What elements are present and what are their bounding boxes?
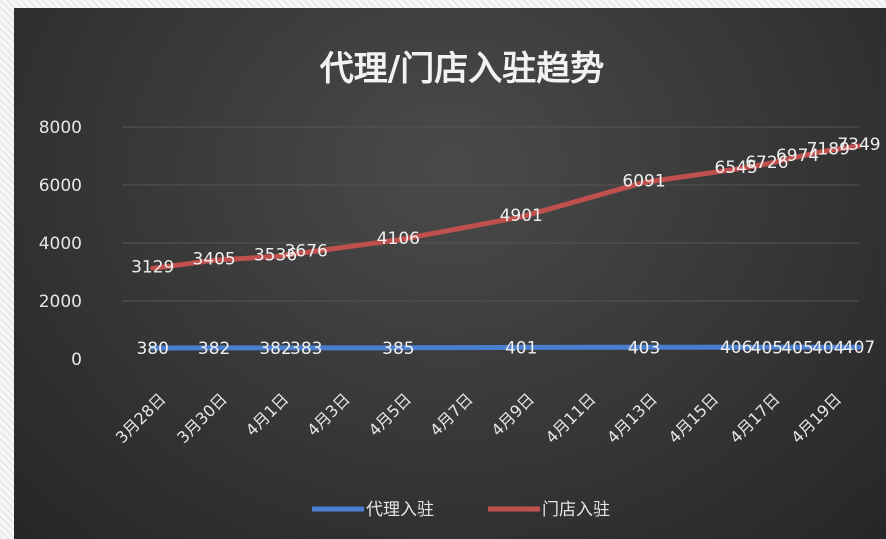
x-tick-label: 4月5日 xyxy=(365,389,415,439)
y-tick-label: 0 xyxy=(71,350,82,370)
data-label: 6545 xyxy=(715,158,758,178)
legend-label: 代理入驻 xyxy=(366,500,434,520)
data-label: 382 xyxy=(198,339,230,359)
data-label: 401 xyxy=(505,338,537,358)
x-tick-label: 4月19日 xyxy=(787,389,845,447)
chart-frame: 代理/门店入驻趋势 0 2000 4000 6000 8000 3月28日 3月30日 4月… xyxy=(14,8,886,539)
data-label: 7189 xyxy=(807,140,850,160)
x-tick-label: 3月30日 xyxy=(173,389,231,447)
x-tick-label: 4月1日 xyxy=(242,389,292,439)
x-tick-label: 4月15日 xyxy=(665,389,723,447)
data-label: 3405 xyxy=(192,249,235,269)
data-label: 3536 xyxy=(254,245,297,265)
x-tick-label: 4月11日 xyxy=(542,389,600,447)
x-tick-label: 4月3日 xyxy=(303,389,353,439)
data-label: 6974 xyxy=(776,146,819,166)
data-label: 407 xyxy=(843,338,875,358)
series-line-agent xyxy=(150,344,862,351)
y-tick-label: 8000 xyxy=(39,118,82,138)
data-label: 382 xyxy=(259,339,291,359)
data-label: 3129 xyxy=(131,257,174,277)
data-label: 405 xyxy=(781,338,813,358)
data-label: 4901 xyxy=(500,206,543,226)
data-label: 3676 xyxy=(285,241,328,261)
chart-title: 代理/门店入驻趋势 xyxy=(319,49,604,89)
legend-label: 门店入驻 xyxy=(542,500,610,520)
y-tick-label: 2000 xyxy=(39,292,82,312)
x-tick-label: 4月13日 xyxy=(603,389,661,447)
y-tick-label: 6000 xyxy=(39,176,82,196)
data-label: 6726 xyxy=(745,153,788,173)
series-line-store xyxy=(150,143,862,271)
x-tick-label: 3月28日 xyxy=(112,389,170,447)
data-label: 405 xyxy=(751,338,783,358)
data-label: 383 xyxy=(290,339,322,359)
x-tick-label: 4月17日 xyxy=(726,389,784,447)
data-label: 385 xyxy=(382,339,414,359)
data-label: 406 xyxy=(720,338,752,358)
data-label: 7349 xyxy=(837,135,880,155)
data-label: 4106 xyxy=(377,229,420,249)
data-label: 6091 xyxy=(622,171,665,191)
data-label: 403 xyxy=(628,338,660,358)
data-label: 380 xyxy=(136,339,168,359)
x-tick-label: 4月7日 xyxy=(426,389,476,439)
data-label: 404 xyxy=(812,338,844,358)
y-tick-label: 4000 xyxy=(39,234,82,254)
x-tick-label: 4月9日 xyxy=(488,389,538,439)
